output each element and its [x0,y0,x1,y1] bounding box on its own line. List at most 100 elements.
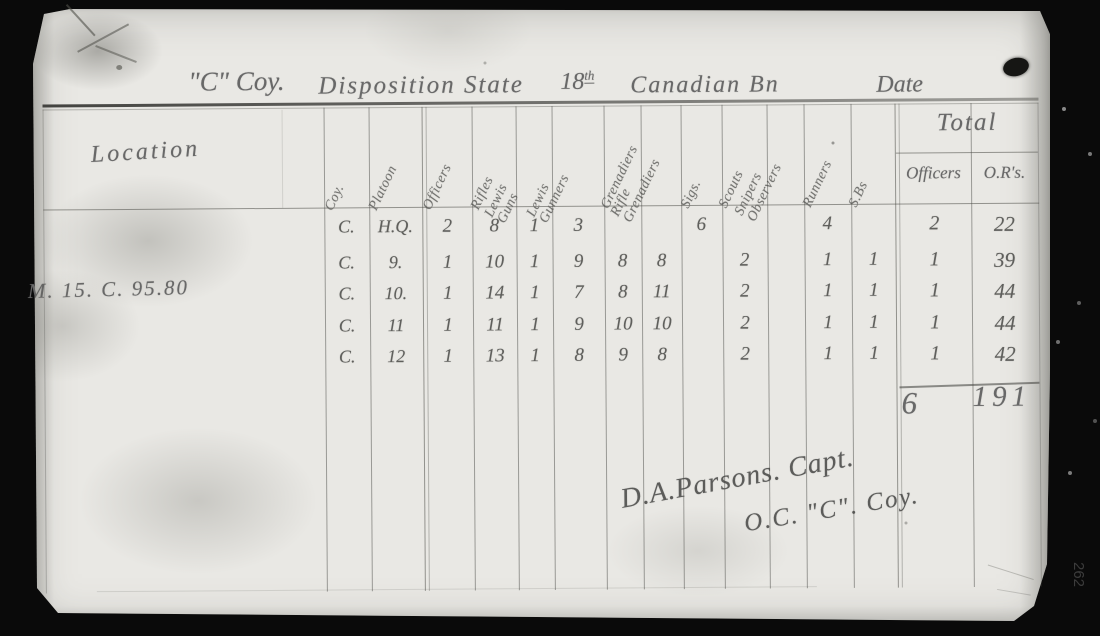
title-middle: Disposition State [318,71,524,100]
table-cell: 1 [442,282,453,304]
col-header-runners: Runners [800,158,836,210]
title-ordinal-suffix: th [584,67,595,84]
table-cell: 4 [822,213,833,235]
bottom-crease-line [96,586,817,593]
table-cell: 1 [929,311,941,334]
table-column-line [1037,102,1042,587]
table-cell: 9 [618,344,629,366]
ink-spot [116,64,123,71]
table-cell: 9. [388,252,403,273]
table-cell: 1 [868,279,879,301]
table-cell: 1 [529,251,540,273]
table-column-line [515,106,520,591]
table-cell: 8 [617,250,628,272]
grand-total-officers: 6 [901,385,918,421]
col-header-total-officers: Officers [906,163,961,183]
table-cell: 1 [443,345,454,367]
table-column-line [323,107,328,592]
table-cell: 1 [822,280,833,302]
table-column-line [721,104,726,589]
table-cell: 1 [529,215,540,237]
table-cell: 1 [869,311,879,333]
table-cell: 10 [613,313,633,335]
table-column-line [680,105,685,590]
title-battalion-name: Canadian Bn [630,71,780,99]
col-header-platoon: Platoon [366,163,401,213]
table-cell: 1 [529,282,540,304]
table-cell: 1 [930,342,941,365]
table-cell: 1 [929,248,940,271]
table-cell: 12 [387,346,406,367]
table-body: C. H.Q. 2 8 1 3 6 4 2 22 C. 9. 1 10 1 9 8 8 2 1 1 1 39 C. 10. 1 14… [0,0,1098,367]
col-header-total-ors: O.R's. [983,162,1026,182]
table-cell: 7 [573,281,584,303]
table-cell: 1 [443,314,453,336]
total-divider-rule [895,151,1038,154]
table-cell: 1 [823,312,833,334]
col-header-location: Location [90,135,201,169]
table-cell: C. [338,315,356,336]
col-header-total: Total [936,108,998,137]
table-cell: 1 [929,279,940,302]
table-cell: 1 [442,251,453,273]
table-cell: 1 [822,249,833,271]
table-cell: 1 [869,342,880,364]
document-paper [33,9,1050,621]
table-cell: 8 [617,281,628,303]
table-cell: 11 [387,315,405,336]
table-cell: 44 [994,278,1016,303]
title-battalion-number: 18th [560,67,595,95]
table-cell: 2 [739,249,750,271]
table-cell: 10 [485,251,505,273]
table-cell: C. [338,346,356,367]
film-frame-number: 262 [1070,561,1088,588]
table-cell: C. [338,283,356,304]
table-cell: 14 [485,282,505,304]
table-column-line [42,109,47,594]
table-cell: 6 [696,213,707,235]
table-cell: 8 [489,215,500,237]
table-cell: 8 [574,344,585,366]
table-cell: 10. [384,282,408,304]
grand-total-other-ranks: 191 [972,380,1032,414]
table-cell: 2 [442,215,453,237]
table-cell: H.Q. [377,215,413,237]
crease-mark [66,4,96,37]
table-cell: 3 [573,214,584,236]
title-date-label: Date [876,71,924,98]
table-cell: 1 [530,345,541,367]
table-cell: 44 [994,310,1016,335]
table-cell: 11 [486,314,504,336]
table-cell: 9 [574,313,584,335]
crease-mark [997,588,1031,596]
title-company: "C" Coy. [188,65,285,97]
table-cell: C. [338,216,355,237]
table-cell: 2 [740,312,750,334]
crease-mark [95,44,137,63]
table-cell: 8 [656,250,667,272]
table-cell: 8 [657,344,668,366]
table-cell: 1 [868,248,879,270]
crease-mark [987,564,1034,581]
table-column-line [471,106,476,591]
table-cell: 42 [994,341,1016,366]
table-cell: C. [338,252,355,273]
table-cell: 11 [652,281,671,303]
table-cell: 9 [573,250,584,272]
table-cell: 13 [485,345,505,367]
ghost-line [281,109,284,208]
table-cell: 2 [739,280,750,302]
table-column-line [603,105,608,590]
table-column-line [425,106,430,591]
table-cell: 2 [929,212,940,235]
table-cell: 39 [994,247,1016,272]
dust-specks [0,0,2,2]
col-header-snipers-observers: Snipers Observers [732,161,785,224]
table-column-line [368,107,373,592]
location-note: M. 15. C. 95.80 [27,275,190,304]
table-cell: 22 [993,211,1015,236]
table-cell: 10 [652,313,672,335]
table-cell: 1 [530,314,540,336]
